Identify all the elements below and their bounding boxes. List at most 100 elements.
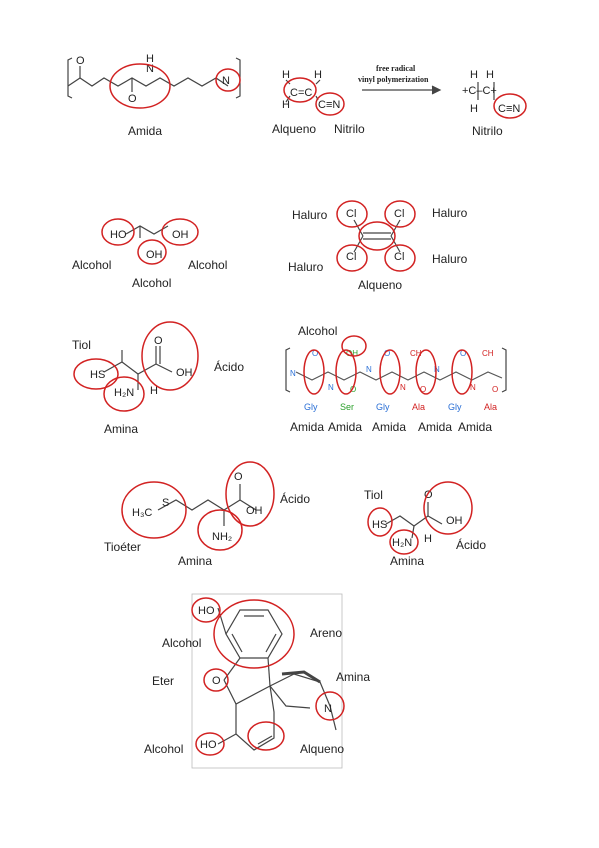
svg-text:Cl: Cl — [346, 251, 356, 263]
svg-text:CH: CH — [482, 349, 494, 358]
svg-text:HS: HS — [372, 519, 387, 531]
svg-text:O: O — [420, 385, 426, 394]
label-halide-br: Haluro — [432, 252, 468, 266]
label-acid-2: Ácido — [280, 492, 311, 506]
svg-text:OH: OH — [246, 505, 263, 517]
svg-text:OH: OH — [146, 249, 163, 261]
label-arene: Areno — [310, 626, 343, 640]
svg-text:O: O — [424, 489, 433, 501]
label-alkene-2: Alqueno — [358, 278, 403, 292]
polyacrylonitrile-structure — [477, 82, 495, 100]
label-amide: Amida — [128, 124, 163, 138]
svg-text:H: H — [486, 69, 494, 81]
svg-text:HO: HO — [198, 605, 215, 617]
svg-text:N: N — [146, 63, 154, 75]
svg-text:OH: OH — [172, 229, 189, 241]
svg-text:H: H — [424, 533, 432, 545]
svg-text:N: N — [290, 369, 296, 378]
svg-text:S: S — [162, 497, 169, 509]
svg-text:N: N — [324, 703, 332, 715]
svg-text:H: H — [282, 99, 290, 111]
label-amine-3: Amina — [390, 554, 425, 568]
label-alcohol-right: Alcohol — [188, 258, 228, 272]
polyamide-structure — [67, 57, 241, 99]
svg-text:HO: HO — [200, 739, 217, 751]
label-nitrile-1: Nitrilo — [334, 122, 365, 136]
svg-text:H₃C: H₃C — [132, 507, 152, 519]
svg-text:Cl: Cl — [394, 251, 404, 263]
residue-ser: Ser — [340, 402, 355, 412]
tetrachloroethylene-structure — [353, 219, 401, 253]
svg-text:+C–C+: +C–C+ — [462, 85, 497, 97]
svg-text:H: H — [470, 103, 478, 115]
svg-text:O: O — [384, 349, 390, 358]
label-amide-3: Amida — [372, 420, 407, 434]
svg-text:O: O — [350, 385, 356, 394]
label-acid-3: Ácido — [456, 538, 487, 552]
arrow-text-2: vinyl polymerization — [358, 75, 429, 84]
svg-text:H₂N: H₂N — [114, 387, 134, 399]
svg-text:Cl: Cl — [346, 208, 356, 220]
label-amide-1: Amida — [290, 420, 325, 434]
label-alcohol-bottom: Alcohol — [132, 276, 172, 290]
residue-gly-1: Gly — [304, 402, 318, 412]
label-halide-tl: Haluro — [292, 208, 328, 222]
svg-text:C≡N: C≡N — [498, 103, 520, 115]
svg-text:N: N — [366, 365, 372, 374]
svg-text:N: N — [222, 75, 230, 87]
label-nitrile-2: Nitrilo — [472, 124, 503, 138]
residue-gly-2: Gly — [376, 402, 390, 412]
residue-gly-3: Gly — [448, 402, 462, 412]
highlight-circles — [73, 63, 527, 756]
svg-text:O: O — [76, 55, 85, 67]
arrow-text-1: free radical — [376, 64, 416, 73]
svg-text:HS: HS — [90, 369, 105, 381]
label-acid-1: Ácido — [214, 360, 245, 374]
label-amine-4: Amina — [336, 670, 371, 684]
label-halide-tr: Haluro — [432, 206, 468, 220]
label-alcohol-left: Alcohol — [72, 258, 112, 272]
label-ether: Eter — [152, 674, 175, 688]
svg-text:O: O — [234, 471, 243, 483]
svg-text:HO: HO — [110, 229, 127, 241]
svg-text:H₂N: H₂N — [392, 537, 412, 549]
label-thioether: Tioéter — [104, 540, 141, 554]
svg-text:OH: OH — [446, 515, 463, 527]
svg-text:O: O — [460, 349, 466, 358]
svg-text:CH: CH — [410, 349, 422, 358]
svg-text:Cl: Cl — [394, 208, 404, 220]
svg-text:C≡N: C≡N — [318, 99, 340, 111]
label-alcohol-top: Alcohol — [162, 636, 202, 650]
residue-ala-2: Ala — [484, 402, 498, 412]
label-halide-bl: Haluro — [288, 260, 324, 274]
svg-text:N: N — [434, 365, 440, 374]
svg-text:O: O — [154, 335, 163, 347]
svg-text:H: H — [470, 69, 478, 81]
reaction-arrow — [362, 85, 442, 95]
svg-text:O: O — [492, 385, 498, 394]
label-alkene-3: Alqueno — [300, 742, 345, 756]
svg-text:N: N — [400, 383, 406, 392]
svg-text:O: O — [128, 93, 137, 105]
morphine-structure — [191, 593, 343, 769]
svg-text:N: N — [328, 383, 334, 392]
label-amide-2: Amida — [328, 420, 363, 434]
methionine-structure — [157, 484, 257, 526]
svg-text:H: H — [314, 69, 322, 81]
svg-text:N: N — [470, 383, 476, 392]
svg-text:H: H — [150, 385, 158, 397]
glycerol-structure — [125, 225, 169, 238]
svg-text:C=C: C=C — [290, 87, 312, 99]
svg-text:O: O — [212, 675, 221, 687]
svg-text:H: H — [282, 69, 290, 81]
label-thiol-1: Tiol — [72, 338, 91, 352]
label-amine-1: Amina — [104, 422, 139, 436]
label-alcohol-bottom-2: Alcohol — [144, 742, 184, 756]
svg-text:OH: OH — [176, 367, 193, 379]
label-alcohol-peptide: Alcohol — [298, 324, 338, 338]
label-thiol-2: Tiol — [364, 488, 383, 502]
label-amide-5: Amida — [458, 420, 493, 434]
label-alkene-1: Alqueno — [272, 122, 317, 136]
label-amide-4: Amida — [418, 420, 453, 434]
